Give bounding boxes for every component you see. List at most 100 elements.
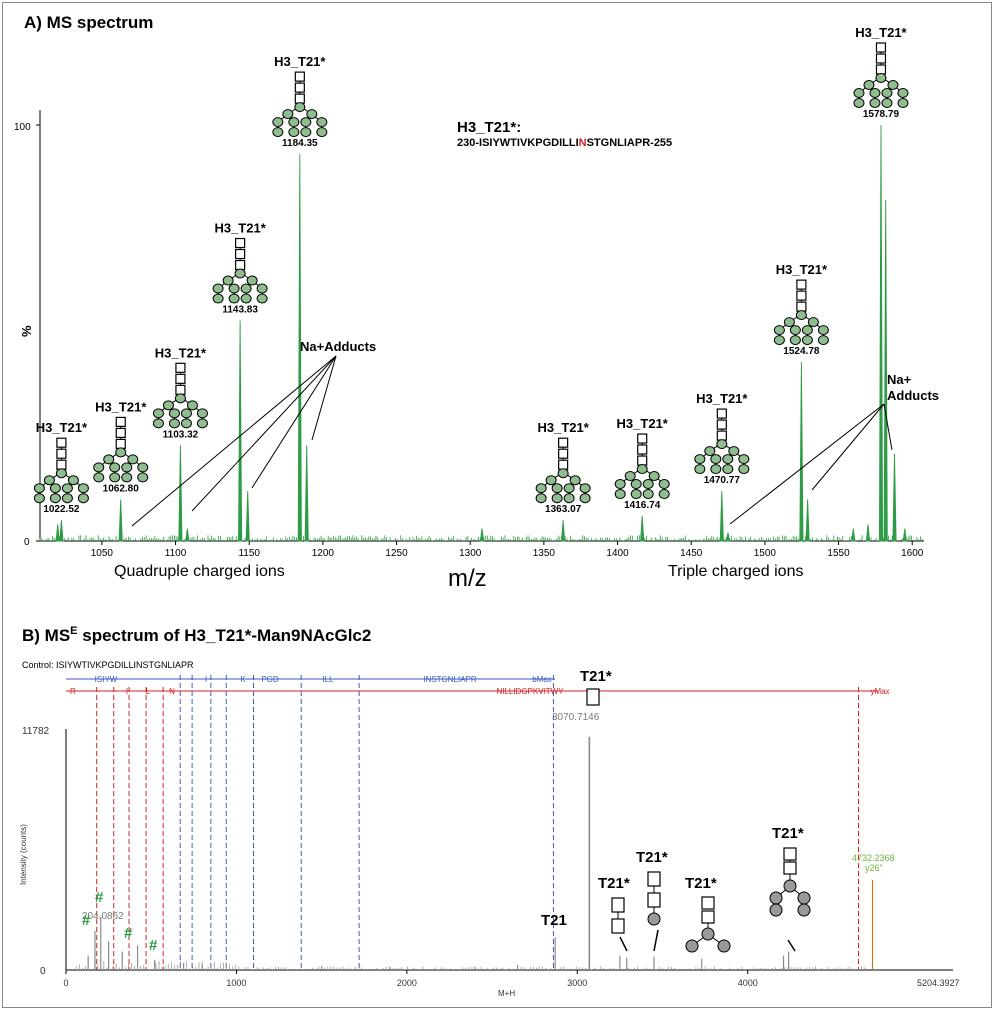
a-peak <box>719 491 724 542</box>
a-peak-value: 1022.52 <box>43 504 80 515</box>
a-peak-label: H3_T21* <box>617 416 669 431</box>
a-na-adducts-2a: Na+ <box>887 372 912 387</box>
b-x-tick-label: 2000 <box>397 978 417 988</box>
panel-b-plot: 11782 0 Intensity (counts) M+H 5204.3927… <box>19 675 960 998</box>
b-x-tick-label: 3000 <box>567 978 587 988</box>
a-peak-annotation: 1524.78 H3_T21* <box>773 262 829 357</box>
a-peak <box>59 520 64 542</box>
y-fragment-label: R <box>70 687 76 696</box>
b-fragment-label: ILL <box>322 675 334 684</box>
a-peak-annotation: 1416.74 H3_T21* <box>614 416 670 511</box>
panel-b-title-suffix: spectrum of H3_T21*-Man9NAcGlc2 <box>78 626 372 645</box>
a-glycan-icon <box>853 42 909 109</box>
b-t21-star-2: T21* <box>636 849 668 866</box>
b-x-tick-label: 0 <box>63 978 68 988</box>
a-glycan-icon <box>614 433 670 500</box>
b-t21-3-glycan-icon <box>685 896 731 953</box>
a-peak-label: H3_T21* <box>537 420 589 435</box>
a-peak <box>178 445 183 542</box>
a-peak <box>238 320 243 542</box>
a-group-triple: Triple charged ions <box>668 563 803 580</box>
a-na-adducts-2b: Adducts <box>887 388 939 403</box>
a-peak-label: H3_T21* <box>214 221 266 236</box>
a-peak-annotation: 1143.83 H3_T21* <box>212 221 268 316</box>
a-glycan-icon <box>152 362 209 429</box>
b-t21-square-icon <box>586 688 600 706</box>
a-peak-annotation: 1470.77 H3_T21* <box>694 391 750 486</box>
a-sequence-highlight: N <box>579 137 587 149</box>
a-x-tick-label: 1450 <box>680 548 703 559</box>
y-fragment-label: NILLIDGPKVITWY <box>496 687 564 696</box>
a-peaks <box>55 124 907 542</box>
b-t21-1-glycan-icon <box>611 897 628 952</box>
a-minor-peak <box>55 524 60 542</box>
a-peak-label: H3_T21* <box>95 399 147 414</box>
b-hash-marks: # # # # <box>82 889 158 954</box>
a-x-tick-label: 1050 <box>91 548 114 559</box>
y-fragment-label: L <box>146 687 151 696</box>
b-t21: T21 <box>541 912 567 929</box>
b-fragment-label: ISIYW <box>95 675 118 684</box>
b-peak-204-label: 204.0862 <box>82 911 124 922</box>
a-peak-annotation: 1022.52 H3_T21* <box>33 420 89 515</box>
b-hash-1: # <box>95 889 104 906</box>
b-x-tick-label: 4000 <box>738 978 758 988</box>
b-t21-star-3: T21* <box>685 875 717 892</box>
b-fragment-label: INSTGNLIAPR <box>423 675 477 684</box>
b-y-zero: 0 <box>40 966 46 977</box>
a-noise <box>39 535 923 541</box>
a-glycan-icon <box>272 71 328 138</box>
a-minor-peak <box>304 445 309 542</box>
a-peak-label: H3_T21* <box>855 25 907 40</box>
a-group-quadruple: Quadruple charged ions <box>114 563 285 580</box>
a-glycan-icon <box>773 279 829 346</box>
b-peak-4732-label: 4732.2368 <box>852 853 895 863</box>
a-minor-peak <box>479 528 485 542</box>
a-minor-peak <box>805 499 810 542</box>
b-fragment-label: PGD <box>261 675 279 684</box>
a-peak-label: H3_T21* <box>155 345 207 360</box>
a-peak-value: 1416.74 <box>624 500 661 511</box>
a-x-tick-label: 1600 <box>901 548 924 559</box>
a-minor-peak <box>185 528 190 542</box>
a-y-tick-0: 0 <box>24 537 30 548</box>
a-glycan-icon <box>535 437 591 504</box>
a-peak-annotation: 1103.32 H3_T21* <box>152 345 209 440</box>
b-x-max: 5204.3927 <box>917 978 960 988</box>
a-x-tick-label: 1550 <box>827 548 850 559</box>
a-peak-value: 1363.07 <box>545 504 582 515</box>
a-peak <box>561 520 566 542</box>
b-hash-2: # <box>82 912 91 929</box>
b-t21-2-glycan-icon <box>647 871 661 952</box>
a-minor-peak <box>902 528 907 542</box>
b-fragment-labels: ISIYW I K PGD ILL INSTGNLIAPR bMax R I L N NILLIDGP… <box>70 675 890 696</box>
a-x-tick-label: 1250 <box>385 548 408 559</box>
b-fragment-label: bMax <box>532 675 552 684</box>
panel-b-title: B) MSE spectrum of H3_T21*-Man9NAcGlc2 <box>22 625 371 645</box>
y-fragment-label: N <box>169 687 175 696</box>
b-t21-star-1: T21* <box>598 875 630 892</box>
b-t21-4-leader <box>787 939 796 952</box>
a-minor-peak <box>883 199 888 542</box>
a-peak-annotation: 1578.79 H3_T21* <box>853 25 909 120</box>
b-x-label: M+H <box>498 989 515 998</box>
panel-b-title-sup: E <box>70 625 77 637</box>
a-peak-annotation: 1363.07 H3_T21* <box>535 420 591 515</box>
a-minor-peak <box>245 491 250 542</box>
a-peak-value: 1103.32 <box>163 429 199 440</box>
b-x-tick-label: 1000 <box>226 978 246 988</box>
b-y-label: Intensity (counts) <box>19 824 28 885</box>
a-y-tick-100: 100 <box>14 122 31 133</box>
a-sequence: 230-ISIYWTIVKPGDILLINSTGNLIAPR-255 <box>457 137 672 149</box>
b-hash-4: # <box>149 937 158 954</box>
b-fragment-label: I <box>205 675 207 684</box>
b-peak-3070-label: 3070.7146 <box>552 712 600 723</box>
a-peak-value: 1578.79 <box>863 109 900 120</box>
b-peak-4732-ion: y26" <box>865 863 883 873</box>
b-t21-star-top: T21* <box>580 668 612 685</box>
y-fragment-label: yMax <box>870 687 889 696</box>
a-na-adducts-1: Na+Adducts <box>300 339 376 354</box>
b-t21-star-4: T21* <box>772 825 804 842</box>
